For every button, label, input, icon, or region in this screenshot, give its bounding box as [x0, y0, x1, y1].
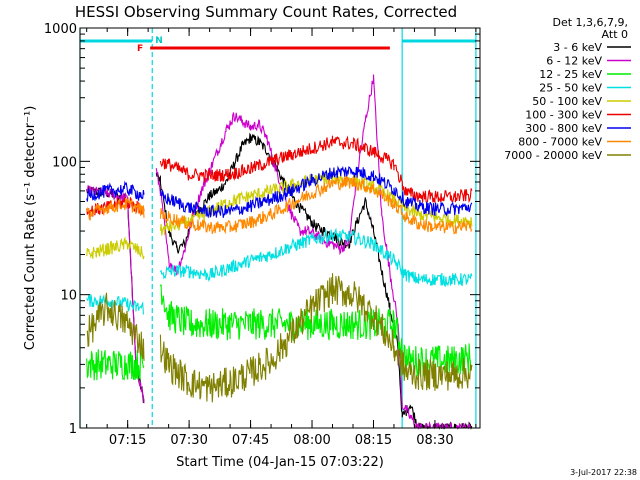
x-tick-label-2: 07:45	[232, 433, 269, 448]
timestamp: 3-Jul-2017 22:38	[570, 468, 637, 477]
series-6	[86, 165, 473, 219]
series-4	[86, 171, 473, 260]
chart-title: HESSI Observing Summary Count Rates, Cor…	[75, 3, 457, 21]
series-7	[86, 175, 473, 235]
legend-label-3: 25 - 50 keV	[539, 82, 602, 95]
x-tick-label-5: 08:30	[416, 433, 453, 448]
series-line-2	[86, 284, 473, 381]
legend-header-0: Det 1,3,6,7,9,	[552, 16, 628, 29]
legend-label-8: 7000 - 20000 keV	[504, 149, 602, 162]
legend-label-7: 800 - 7000 keV	[518, 136, 602, 149]
y-tick-label-1: 10	[60, 289, 77, 304]
x-axis: 07:15 07:30 07:45 08:00 08:15 08:30	[86, 28, 477, 448]
series-8	[86, 273, 473, 403]
x-tick-label-4: 08:15	[355, 433, 392, 448]
series-2	[86, 284, 473, 381]
flare-flag-label: F	[137, 44, 143, 54]
legend-label-4: 50 - 100 keV	[532, 95, 602, 108]
series-line-4	[86, 171, 473, 260]
x-axis-label: Start Time (04-Jan-15 07:03:22)	[176, 455, 384, 470]
legend-header-1: Att 0	[602, 28, 628, 41]
y-axis: 1 10 100 1000	[44, 22, 480, 437]
series-3	[86, 227, 473, 316]
y-tick-label-2: 100	[52, 155, 77, 170]
series-line-7	[86, 175, 473, 235]
series-line-8	[86, 273, 473, 403]
y-axis-label: Corrected Count Rate (s⁻¹ detector⁻¹)	[23, 106, 38, 351]
legend-label-5: 100 - 300 keV	[525, 109, 602, 122]
saa-flag-label: N	[155, 36, 163, 46]
legend-label-0: 3 - 6 keV	[553, 41, 602, 54]
legend-label-2: 12 - 25 keV	[539, 68, 602, 81]
series-line-6	[86, 165, 473, 219]
series-line-3	[86, 227, 473, 316]
y-tick-label-0: 1	[69, 422, 77, 437]
x-tick-label-1: 07:30	[170, 433, 207, 448]
plot-area: FN	[79, 27, 481, 430]
x-tick-label-0: 07:15	[109, 433, 146, 448]
x-tick-label-3: 08:00	[293, 433, 330, 448]
plot-frame	[79, 27, 481, 429]
legend-label-6: 300 - 800 keV	[525, 122, 602, 135]
y-tick-label-3: 1000	[44, 22, 77, 37]
legend-label-1: 6 - 12 keV	[546, 55, 602, 68]
